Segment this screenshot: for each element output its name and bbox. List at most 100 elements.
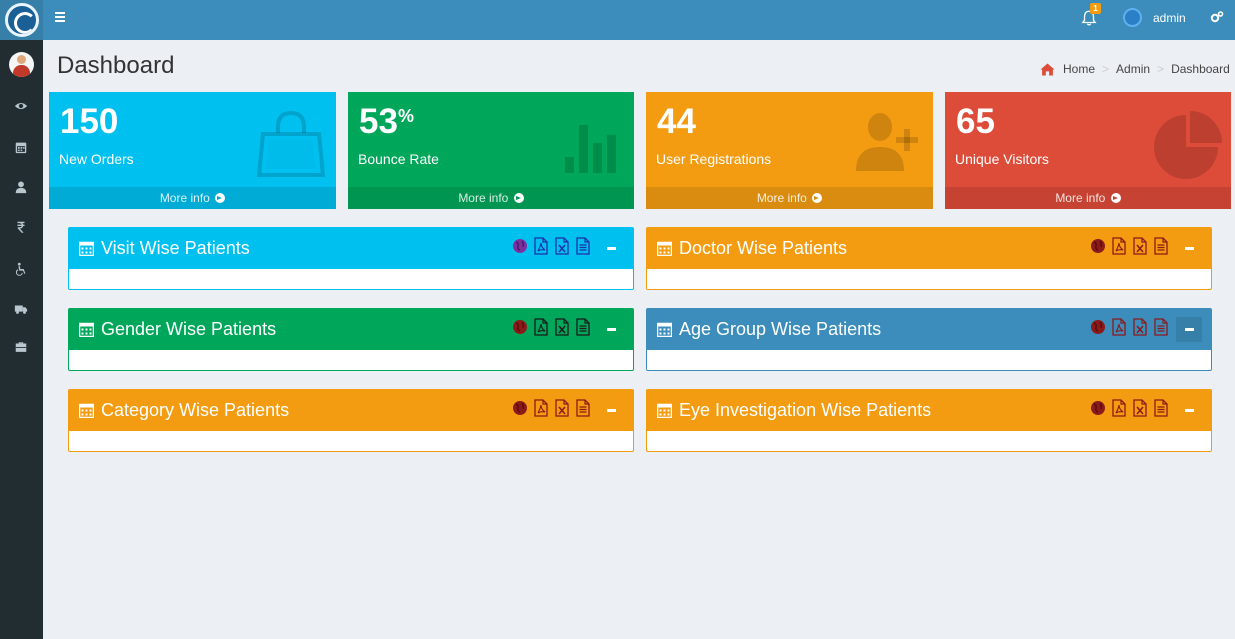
sidebar bbox=[0, 40, 43, 639]
excel-icon[interactable] bbox=[1132, 237, 1148, 255]
breadcrumb-home[interactable]: Home bbox=[1063, 62, 1096, 76]
arrow-circle-right-icon bbox=[215, 193, 226, 203]
panel-header: Doctor Wise Patients bbox=[647, 228, 1211, 269]
arrow-circle-right-icon bbox=[513, 193, 524, 203]
more-info-link[interactable]: More info bbox=[945, 187, 1231, 209]
more-info-link[interactable]: More info bbox=[49, 187, 336, 209]
panel-title: Doctor Wise Patients bbox=[679, 238, 848, 258]
home-icon bbox=[1040, 62, 1055, 76]
stat-box-new-orders: 150 New Orders More info bbox=[49, 92, 336, 209]
excel-icon[interactable] bbox=[554, 237, 570, 255]
notification-badge: 1 bbox=[1090, 3, 1101, 14]
panel-header: Visit Wise Patients bbox=[69, 228, 633, 269]
pdf-icon[interactable] bbox=[533, 237, 549, 255]
globe-icon[interactable] bbox=[512, 237, 528, 255]
minus-icon bbox=[1184, 247, 1194, 250]
app-logo[interactable] bbox=[0, 0, 43, 40]
pdf-icon[interactable] bbox=[1111, 318, 1127, 336]
sidebar-toggle-button[interactable] bbox=[55, 10, 69, 24]
pdf-icon[interactable] bbox=[1111, 399, 1127, 417]
sidebar-item-wheelchair[interactable] bbox=[11, 261, 31, 277]
sidebar-item-eye[interactable] bbox=[11, 98, 31, 114]
arrow-circle-right-icon bbox=[1110, 193, 1121, 203]
globe-icon[interactable] bbox=[512, 318, 528, 336]
text-document-icon[interactable] bbox=[575, 399, 591, 417]
more-info-link[interactable]: More info bbox=[348, 187, 634, 209]
text-document-icon[interactable] bbox=[1153, 318, 1169, 336]
calendar-icon bbox=[657, 241, 672, 256]
calendar-icon bbox=[15, 142, 27, 154]
minus-icon bbox=[1184, 328, 1194, 331]
collapse-button[interactable] bbox=[598, 398, 624, 423]
sidebar-item-transport[interactable] bbox=[11, 301, 31, 317]
panel-tools bbox=[512, 318, 591, 336]
stat-value: 65 bbox=[956, 102, 995, 141]
collapse-button[interactable] bbox=[598, 317, 624, 342]
collapse-button[interactable] bbox=[1176, 236, 1202, 261]
panel-tools bbox=[1090, 399, 1169, 417]
panel-age-group-wise-patients: Age Group Wise Patients bbox=[646, 308, 1212, 371]
calendar-icon bbox=[79, 322, 94, 337]
globe-icon[interactable] bbox=[512, 399, 528, 417]
page-title: Dashboard bbox=[57, 52, 175, 79]
gears-icon[interactable] bbox=[1210, 10, 1224, 24]
excel-icon[interactable] bbox=[554, 399, 570, 417]
panel-doctor-wise-patients: Doctor Wise Patients bbox=[646, 227, 1212, 290]
calendar-icon bbox=[79, 241, 94, 256]
text-document-icon[interactable] bbox=[575, 237, 591, 255]
breadcrumb: Home > Admin > Dashboard bbox=[1040, 62, 1230, 76]
user-name-link[interactable]: admin bbox=[1153, 11, 1186, 25]
panel-title: Gender Wise Patients bbox=[101, 319, 277, 339]
user-avatar[interactable] bbox=[1123, 8, 1142, 27]
stat-box-user-registrations: 44 User Registrations More info bbox=[646, 92, 933, 209]
logo-icon bbox=[4, 3, 39, 37]
stat-label: Bounce Rate bbox=[358, 151, 439, 167]
breadcrumb-admin[interactable]: Admin bbox=[1116, 62, 1151, 76]
pdf-icon[interactable] bbox=[533, 318, 549, 336]
globe-icon[interactable] bbox=[1090, 237, 1106, 255]
sidebar-item-calendar[interactable] bbox=[11, 139, 31, 155]
stat-label: New Orders bbox=[59, 151, 134, 167]
text-document-icon[interactable] bbox=[575, 318, 591, 336]
panel-header: Age Group Wise Patients bbox=[647, 309, 1211, 350]
user-icon bbox=[15, 181, 27, 194]
pie-chart-icon bbox=[1154, 111, 1222, 179]
shopping-bag-icon bbox=[256, 110, 326, 177]
minus-icon bbox=[1184, 409, 1194, 412]
panel-header: Gender Wise Patients bbox=[69, 309, 633, 350]
globe-icon[interactable] bbox=[1090, 318, 1106, 336]
excel-icon[interactable] bbox=[554, 318, 570, 336]
panel-tools bbox=[1090, 237, 1169, 255]
eye-icon bbox=[14, 102, 28, 110]
panel-title: Category Wise Patients bbox=[101, 400, 290, 420]
stat-value: 150 bbox=[60, 102, 119, 141]
user-plus-icon bbox=[856, 113, 918, 171]
top-navbar: 1 admin bbox=[0, 0, 1235, 40]
stat-box-bounce-rate: 53% Bounce Rate More info bbox=[348, 92, 634, 209]
sidebar-user-avatar[interactable] bbox=[9, 52, 34, 77]
briefcase-icon bbox=[15, 342, 27, 352]
text-document-icon[interactable] bbox=[1153, 399, 1169, 417]
excel-icon[interactable] bbox=[1132, 318, 1148, 336]
panel-header: Eye Investigation Wise Patients bbox=[647, 390, 1211, 431]
minus-icon bbox=[606, 409, 616, 412]
sidebar-item-billing[interactable] bbox=[11, 219, 31, 235]
collapse-button[interactable] bbox=[1176, 317, 1202, 342]
collapse-button[interactable] bbox=[1176, 398, 1202, 423]
panel-tools bbox=[512, 399, 591, 417]
stat-value: 44 bbox=[657, 102, 696, 141]
collapse-button[interactable] bbox=[598, 236, 624, 261]
pdf-icon[interactable] bbox=[533, 399, 549, 417]
wheelchair-icon bbox=[15, 262, 26, 276]
text-document-icon[interactable] bbox=[1153, 237, 1169, 255]
excel-icon[interactable] bbox=[1132, 399, 1148, 417]
sidebar-item-briefcase[interactable] bbox=[11, 339, 31, 355]
sidebar-item-user[interactable] bbox=[11, 179, 31, 195]
globe-icon[interactable] bbox=[1090, 399, 1106, 417]
calendar-icon bbox=[79, 403, 94, 418]
pdf-icon[interactable] bbox=[1111, 237, 1127, 255]
minus-icon bbox=[606, 328, 616, 331]
panel-title: Visit Wise Patients bbox=[101, 238, 250, 258]
stat-label: User Registrations bbox=[656, 151, 772, 167]
more-info-link[interactable]: More info bbox=[646, 187, 933, 209]
